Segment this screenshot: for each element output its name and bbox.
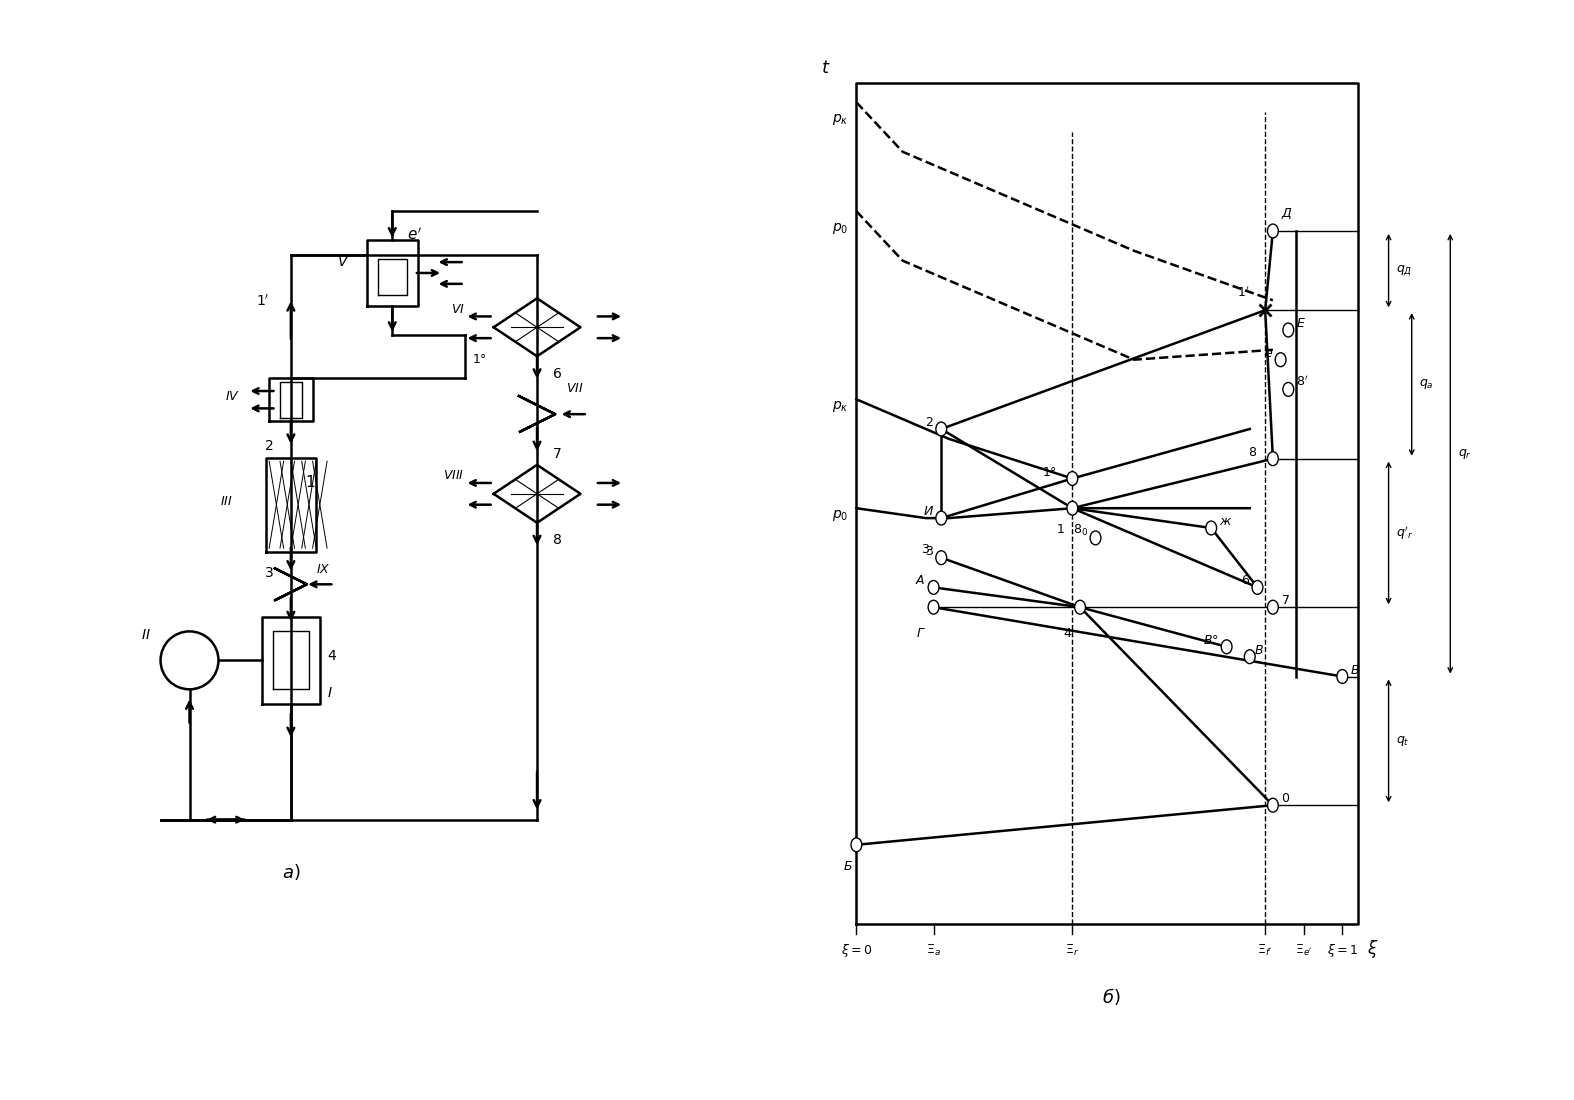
Text: $И$: $И$ [922, 505, 933, 518]
Text: $2$: $2$ [926, 416, 933, 429]
Text: $p_0$: $p_0$ [833, 221, 848, 236]
Text: $q_t$: $q_t$ [1396, 734, 1410, 748]
Text: $1$: $1$ [1056, 522, 1064, 536]
Circle shape [852, 838, 863, 851]
Circle shape [937, 422, 946, 436]
Text: $3$: $3$ [264, 566, 274, 580]
Text: $8$: $8$ [551, 534, 562, 548]
Text: $а)$: $а)$ [282, 861, 301, 881]
Text: $4$: $4$ [1062, 627, 1072, 640]
Circle shape [1067, 502, 1078, 515]
Text: $Д$: $Д$ [1281, 207, 1292, 221]
Text: $II$: $II$ [142, 628, 151, 641]
Text: $\Xi_a$: $\Xi_a$ [926, 943, 941, 958]
Text: $III$: $III$ [220, 495, 233, 508]
Circle shape [1245, 650, 1254, 663]
Text: $IV$: $IV$ [225, 389, 241, 403]
Text: $q'_r$: $q'_r$ [1396, 525, 1413, 541]
Text: $Г$: $Г$ [916, 627, 926, 640]
Circle shape [1283, 323, 1294, 337]
Circle shape [1075, 601, 1086, 614]
Text: $1°$: $1°$ [1042, 465, 1058, 478]
Text: $4$: $4$ [327, 649, 337, 663]
Text: $p_0$: $p_0$ [833, 508, 848, 524]
Text: $VIII$: $VIII$ [444, 470, 464, 482]
Text: $\Xi_r$: $\Xi_r$ [1066, 943, 1080, 958]
Text: $\Xi_{f'}$: $\Xi_{f'}$ [1258, 943, 1273, 958]
Text: $В$: $В$ [1253, 644, 1264, 657]
Circle shape [1267, 452, 1278, 465]
Text: $e'$: $e'$ [406, 227, 422, 243]
Text: $e$: $e$ [1264, 346, 1273, 360]
Circle shape [937, 551, 946, 564]
Text: $3$: $3$ [921, 542, 930, 556]
Text: $1'$: $1'$ [255, 294, 269, 309]
Text: $VI$: $VI$ [450, 302, 464, 316]
Text: $В$: $В$ [1350, 663, 1360, 676]
Text: $ж$: $ж$ [1218, 515, 1232, 528]
Text: $7$: $7$ [551, 447, 562, 461]
Circle shape [161, 631, 219, 690]
Text: $1°$: $1°$ [472, 353, 486, 366]
Text: $\xi{=}1$: $\xi{=}1$ [1327, 942, 1358, 959]
Text: $VII$: $VII$ [567, 383, 584, 396]
Text: $\Xi_{e'}$: $\Xi_{e'}$ [1295, 943, 1313, 958]
Circle shape [1251, 581, 1262, 594]
Text: $8_0$: $8_0$ [1073, 522, 1088, 538]
Text: $А$: $А$ [916, 574, 926, 587]
Circle shape [1267, 799, 1278, 812]
Text: $V$: $V$ [337, 255, 349, 268]
Text: $3$: $3$ [924, 544, 933, 558]
Text: $б)$: $б)$ [1102, 987, 1121, 1008]
Text: $\xi{=}0$: $\xi{=}0$ [841, 942, 872, 959]
Text: $1'$: $1'$ [1237, 286, 1250, 300]
Text: $8$: $8$ [1248, 446, 1258, 459]
Text: $0$: $0$ [1281, 792, 1289, 805]
Circle shape [1267, 224, 1278, 238]
Text: $6$: $6$ [1240, 574, 1250, 587]
Text: $6$: $6$ [551, 367, 562, 381]
Text: $q_r$: $q_r$ [1458, 447, 1472, 461]
Text: $t$: $t$ [820, 58, 831, 77]
Text: $I$: $I$ [327, 685, 332, 700]
Circle shape [929, 581, 940, 594]
Circle shape [929, 601, 940, 614]
Text: $1$: $1$ [305, 474, 316, 490]
Text: $2$: $2$ [264, 439, 274, 453]
Text: $p_\kappa$: $p_\kappa$ [833, 399, 848, 415]
Text: $q_а$: $q_а$ [1420, 377, 1434, 392]
Circle shape [937, 512, 946, 525]
Text: $В°$: $В°$ [1203, 634, 1218, 647]
Circle shape [1275, 353, 1286, 366]
Circle shape [1336, 670, 1347, 683]
Circle shape [1283, 383, 1294, 396]
Circle shape [1206, 521, 1217, 535]
Text: $p_\kappa$: $p_\kappa$ [833, 112, 848, 128]
Text: $Б$: $Б$ [842, 860, 853, 872]
Circle shape [1267, 601, 1278, 614]
Text: $8'$: $8'$ [1295, 375, 1308, 389]
Circle shape [1067, 472, 1078, 485]
Text: $E$: $E$ [1295, 317, 1306, 330]
Text: $\xi$: $\xi$ [1368, 937, 1379, 959]
Text: $q_Д$: $q_Д$ [1396, 264, 1413, 277]
Circle shape [1221, 640, 1232, 653]
Text: $7$: $7$ [1281, 594, 1289, 607]
Circle shape [1091, 531, 1100, 544]
Text: $IX$: $IX$ [316, 563, 331, 576]
